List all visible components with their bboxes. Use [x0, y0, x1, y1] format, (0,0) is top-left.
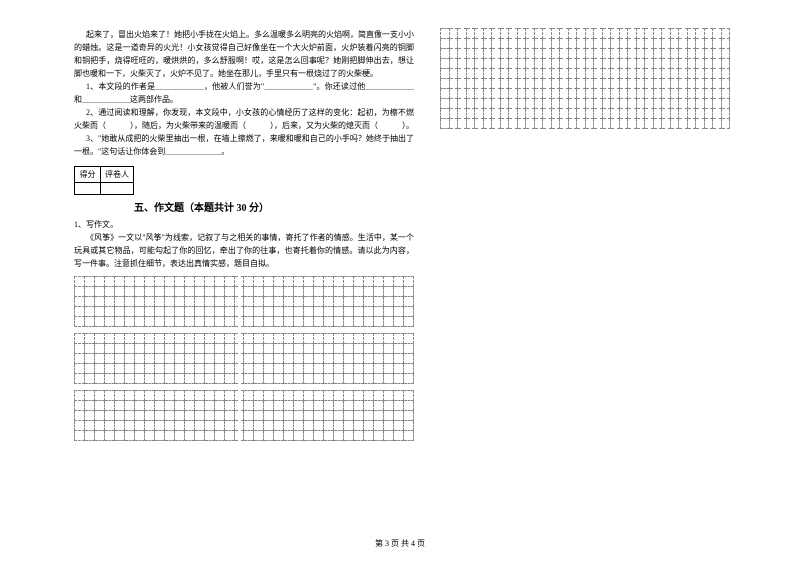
- essay-instructions: 《风筝》一文以"风筝"为线索，记叙了与之相关的事情，寄托了作者的情感。生活中，某…: [74, 231, 414, 270]
- score-cell[interactable]: [75, 183, 101, 195]
- question-1: 1、本文段的作者是＿＿＿＿＿＿，他被人们誉为"＿＿＿＿＿＿"。你还读过他＿＿＿＿…: [74, 80, 414, 106]
- right-column: [440, 28, 730, 135]
- writing-grid-left: [74, 276, 414, 441]
- question-2: 2、通过阅读和理解，你发现，本文段中，小女孩的心情经历了这样的变化：起初，为檫不…: [74, 106, 414, 132]
- question-3: 3、"她敢从成把的火柴里抽出一根，在墙上擦燃了，来暖和暖和自己的小手吗？她终于抽…: [74, 132, 414, 158]
- score-label: 得分: [75, 167, 101, 183]
- essay-q1: 1、写作文。: [74, 218, 414, 231]
- grader-cell[interactable]: [101, 183, 134, 195]
- passage-text: 起来了，冒出火焰来了！她把小手拢在火焰上。多么温暖多么明亮的火焰啊，简直像一支小…: [74, 28, 414, 80]
- grader-label: 评卷人: [101, 167, 134, 183]
- page-footer: 第 3 页 共 4 页: [0, 538, 800, 549]
- section-5-title: 五、作文题（本题共计 30 分）: [134, 199, 414, 214]
- reading-passage: 起来了，冒出火焰来了！她把小手拢在火焰上。多么温暖多么明亮的火焰啊，简直像一支小…: [74, 28, 414, 158]
- writing-grid-right: [440, 28, 730, 129]
- left-column: 起来了，冒出火焰来了！她把小手拢在火焰上。多么温暖多么明亮的火焰啊，简直像一支小…: [74, 28, 414, 447]
- essay-prompt: 1、写作文。 《风筝》一文以"风筝"为线索，记叙了与之相关的事情，寄托了作者的情…: [74, 218, 414, 270]
- score-table: 得分 评卷人: [74, 166, 134, 195]
